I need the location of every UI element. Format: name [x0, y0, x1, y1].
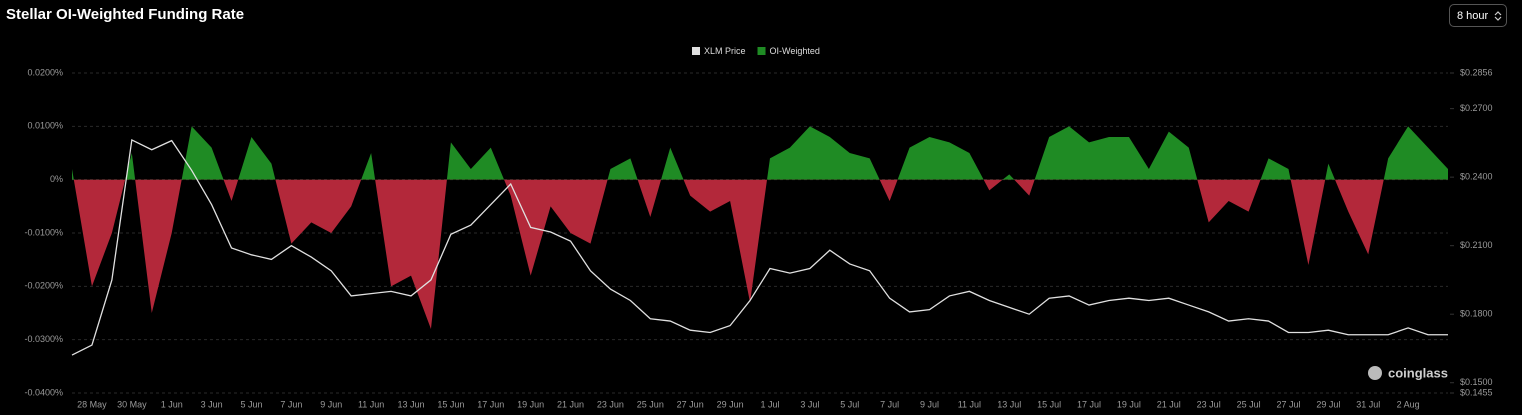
x-tick-label: 28 May	[77, 399, 107, 409]
x-tick-label: 17 Jul	[1077, 399, 1101, 409]
x-tick-label: 7 Jul	[880, 399, 899, 409]
y-tick-label: 0.0100%	[27, 121, 63, 131]
y-tick-label: -0.0100%	[24, 227, 63, 237]
x-tick-label: 3 Jul	[800, 399, 819, 409]
y2-tick-label: $0.2100	[1460, 240, 1493, 250]
area-positive	[72, 126, 1448, 180]
x-tick-label: 1 Jul	[760, 399, 779, 409]
area-negative	[72, 179, 1448, 329]
x-tick-label: 31 Jul	[1356, 399, 1380, 409]
x-tick-label: 19 Jun	[517, 399, 544, 409]
x-tick-label: 29 Jul	[1316, 399, 1340, 409]
y2-tick-label: $0.2856	[1460, 67, 1493, 77]
x-tick-label: 27 Jul	[1276, 399, 1300, 409]
x-tick-label: 13 Jun	[397, 399, 424, 409]
legend-label: XLM Price	[704, 46, 746, 56]
x-tick-label: 13 Jul	[997, 399, 1021, 409]
watermark: coinglass	[1368, 365, 1448, 380]
x-tick-label: 11 Jul	[958, 399, 981, 409]
x-tick-label: 21 Jun	[557, 399, 584, 409]
x-tick-label: 9 Jul	[920, 399, 939, 409]
x-tick-label: 15 Jun	[437, 399, 464, 409]
y-tick-label: -0.0200%	[24, 281, 63, 291]
x-tick-label: 11 Jun	[358, 399, 384, 409]
y2-tick-label: $0.1800	[1460, 309, 1493, 319]
y2-tick-label: $0.1500	[1460, 377, 1493, 387]
y-tick-label: -0.0400%	[24, 387, 63, 397]
y-tick-label: -0.0300%	[24, 334, 63, 344]
y2-tick-label: $0.1455	[1460, 387, 1493, 397]
legend-label: OI-Weighted	[770, 46, 820, 56]
legend-swatch	[692, 47, 700, 55]
interval-dropdown[interactable]: 8 hour	[1449, 4, 1507, 27]
x-tick-label: 5 Jun	[240, 399, 262, 409]
dropdown-chevron	[1494, 10, 1502, 21]
x-tick-label: 29 Jun	[717, 399, 744, 409]
x-tick-label: 25 Jun	[637, 399, 664, 409]
x-tick-label: 30 May	[117, 399, 147, 409]
legend-swatch	[757, 47, 766, 55]
y-tick-label: 0%	[50, 174, 63, 184]
price-line	[71, 138, 1448, 356]
x-tick-label: 15 Jul	[1037, 399, 1061, 409]
x-tick-label: 27 Jun	[677, 399, 704, 409]
x-tick-label: 23 Jun	[597, 399, 624, 409]
watermark-icon	[1368, 366, 1382, 380]
x-tick-label: 19 Jul	[1117, 399, 1141, 409]
chart-title: Stellar OI-Weighted Funding Rate	[6, 6, 244, 23]
y2-tick-label: $0.2700	[1460, 103, 1493, 113]
x-tick-label: 23 Jul	[1197, 399, 1221, 409]
x-tick-label: 2 Aug	[1397, 399, 1420, 409]
x-tick-label: 17 Jun	[477, 399, 504, 409]
y-tick-label: 0.0200%	[27, 67, 63, 77]
watermark-text: coinglass	[1388, 365, 1448, 380]
interval-label: 8 hour	[1457, 9, 1489, 22]
x-tick-label: 7 Jun	[280, 399, 302, 409]
x-tick-label: 25 Jul	[1237, 399, 1261, 409]
x-tick-label: 5 Jul	[840, 399, 859, 409]
x-tick-label: 3 Jun	[201, 399, 223, 409]
x-tick-label: 21 Jul	[1157, 399, 1181, 409]
x-tick-label: 1 Jun	[161, 399, 183, 409]
x-tick-label: 9 Jun	[320, 399, 342, 409]
y2-tick-label: $0.2400	[1460, 172, 1493, 182]
